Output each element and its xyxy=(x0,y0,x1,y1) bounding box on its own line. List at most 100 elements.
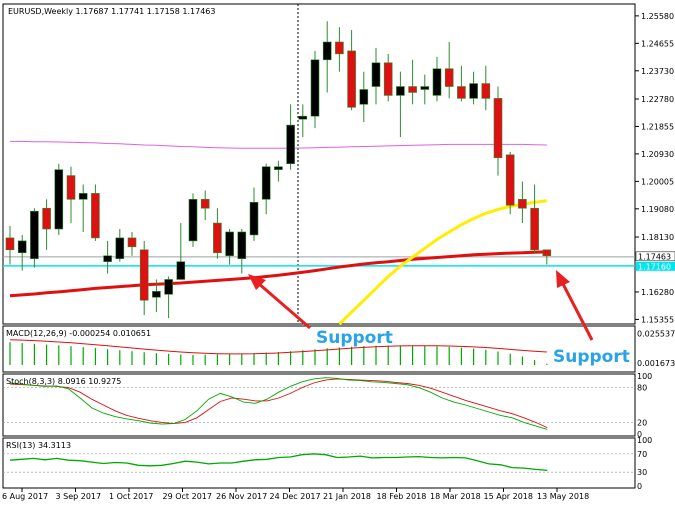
candle-bull xyxy=(298,115,308,120)
macd-panel xyxy=(2,325,636,373)
y-tick-label: 1.21855 xyxy=(641,122,674,131)
candle-bull xyxy=(103,255,112,262)
arrow-left-head xyxy=(248,274,266,290)
candle-bear xyxy=(5,237,15,251)
rsi-tick-label: 0 xyxy=(637,482,642,491)
candle-bull xyxy=(371,62,381,87)
current-price-tag-label: 1.17463 xyxy=(638,252,671,261)
arrow-left-shaft xyxy=(257,281,311,330)
candle-bear xyxy=(408,86,417,93)
support-label-right: Support xyxy=(553,347,630,367)
arrow-right-head xyxy=(556,270,570,288)
candle-bear xyxy=(91,193,100,239)
x-tick-label: 13 May 2018 xyxy=(537,492,589,501)
macd-signal-line xyxy=(9,339,547,355)
rsi-tick-label: 70 xyxy=(637,450,647,459)
x-tick-label: 24 Dec 2017 xyxy=(270,492,321,501)
y-tick-label: 1.20930 xyxy=(641,150,674,159)
x-tick-label: 18 Mar 2018 xyxy=(430,492,481,501)
candle-bull xyxy=(188,199,198,242)
rsi-layer: 100 70 30 0 xyxy=(3,436,652,491)
stoch-tick-label: 20 xyxy=(637,418,647,427)
candle-bear xyxy=(457,86,466,99)
y-tick-label: 1.24655 xyxy=(641,39,674,48)
y-tick-label: 1.25580 xyxy=(641,12,674,21)
stoch-layer: 100 80 20 0 xyxy=(3,372,652,439)
stoch-header: Stoch(8,3,3) 8.0916 10.9275 xyxy=(6,377,121,386)
candle-bull xyxy=(115,237,125,259)
support-price-tag-label: 1.17160 xyxy=(638,262,671,271)
annotation-layer: Support Support xyxy=(248,270,630,367)
y-tick-label: 1.20005 xyxy=(641,177,674,186)
y-tick-label: 1.16280 xyxy=(641,288,674,297)
candle-bear xyxy=(542,249,552,257)
y-tick-label: 1.22780 xyxy=(641,95,674,104)
x-tick-label: 29 Oct 2017 xyxy=(163,492,212,501)
candle-bull xyxy=(286,124,295,165)
candle-bull xyxy=(432,68,442,96)
candle-bear xyxy=(127,237,137,248)
candle-bear xyxy=(530,207,539,251)
candle-bull xyxy=(17,240,27,254)
candle-bear xyxy=(493,98,503,159)
main-header: EURUSD,Weekly 1.17687 1.17741 1.17158 1.… xyxy=(8,7,215,16)
candle-bull xyxy=(359,89,369,105)
candle-bear xyxy=(66,175,76,200)
rsi-tick-label: 100 xyxy=(637,436,652,445)
axis-layer: 1.25580 1.24655 1.23730 1.22780 1.21855 1.209… xyxy=(2,12,675,501)
stoch-main-line xyxy=(9,377,548,430)
x-tick-label: 21 Jan 2018 xyxy=(323,492,371,501)
candle-bear xyxy=(481,83,491,99)
stoch-tick-label: 100 xyxy=(637,372,652,381)
rsi-line xyxy=(9,453,548,472)
ma-magenta-line xyxy=(10,140,547,149)
candle-bull xyxy=(274,166,283,170)
ma-slow-line xyxy=(9,250,547,298)
candle-bull xyxy=(322,41,332,61)
current-price-tag xyxy=(635,251,675,262)
arrow-right-shaft xyxy=(560,281,594,341)
y-tick-label: 1.15355 xyxy=(641,315,674,324)
x-tick-label: 6 Aug 2017 xyxy=(2,492,48,501)
rsi-tick-label: 30 xyxy=(637,468,647,477)
candle-bear xyxy=(444,68,454,87)
candle-bull xyxy=(469,83,478,99)
candle-bear xyxy=(213,222,222,254)
macd-header: MACD(12,26,9) -0.000254 0.010651 xyxy=(6,329,151,338)
main-panel xyxy=(2,3,636,325)
stoch-signal-line xyxy=(9,378,548,429)
support-price-tag xyxy=(636,261,675,271)
candle-bull xyxy=(54,169,64,230)
x-tick-label: 18 Feb 2018 xyxy=(377,492,427,501)
candle-bull xyxy=(225,231,234,257)
candle-bear xyxy=(139,249,149,301)
x-tick-label: 15 Apr 2018 xyxy=(484,492,533,501)
x-tick-label: 3 Sep 2017 xyxy=(56,492,102,501)
stoch-tick-label: 80 xyxy=(637,384,647,393)
candle-bear xyxy=(518,199,527,209)
candle-bull xyxy=(237,231,247,259)
candle-bear xyxy=(200,199,210,209)
candle-bull xyxy=(78,193,88,200)
y-tick-label: 1.23730 xyxy=(641,67,674,76)
candle-bull xyxy=(396,86,405,96)
candle-bull xyxy=(261,166,271,200)
candles-layer xyxy=(5,21,552,319)
candle-bull xyxy=(164,279,173,295)
candle-bull xyxy=(420,86,430,90)
candle-bear xyxy=(42,207,51,230)
candle-bull xyxy=(152,291,161,298)
candle-bull xyxy=(30,210,39,259)
candle-bull xyxy=(310,59,320,117)
stoch-tick-label: 0 xyxy=(637,430,642,439)
candle-bull xyxy=(249,201,259,236)
x-tick-label: 1 Oct 2017 xyxy=(109,492,153,501)
y-tick-label: 1.18130 xyxy=(641,233,674,242)
x-tick-label: 26 Nov 2017 xyxy=(216,492,267,501)
macd-tick-label: 0.025537 xyxy=(637,330,675,339)
candle-bear xyxy=(347,50,356,108)
y-tick-label: 1.19080 xyxy=(641,205,674,214)
candle-bear xyxy=(383,62,393,96)
rsi-header: RSI(13) 34.3113 xyxy=(6,441,71,450)
